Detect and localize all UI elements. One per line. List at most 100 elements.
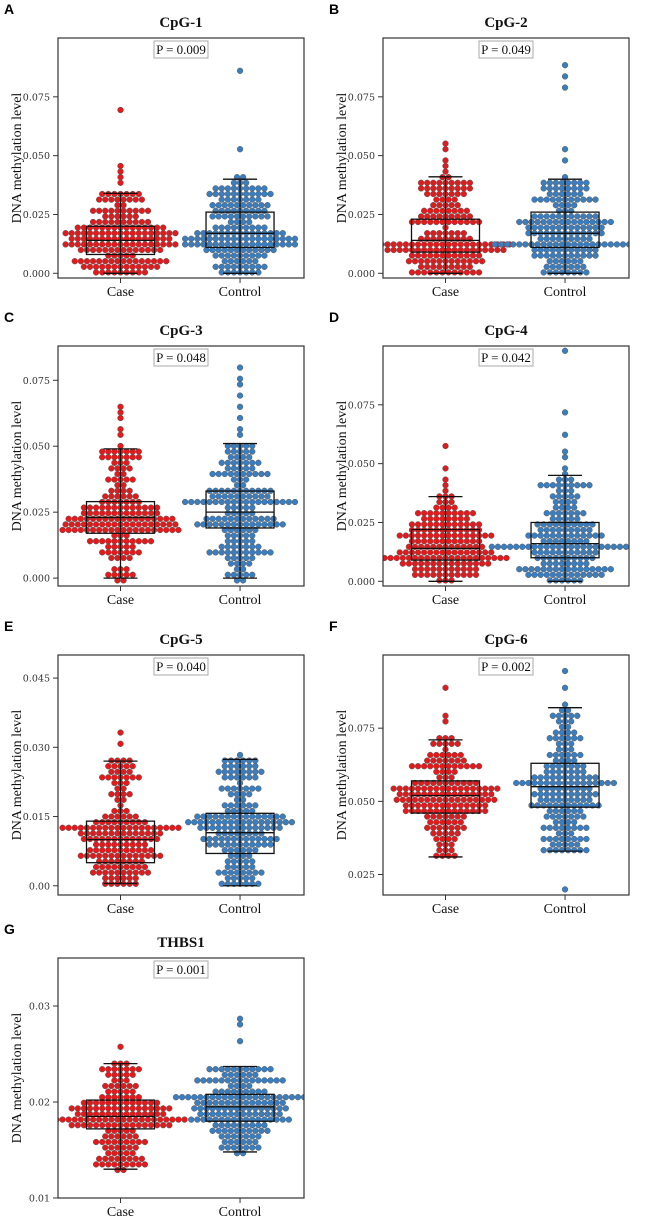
data-point <box>123 1105 130 1112</box>
data-point <box>224 252 231 259</box>
data-point <box>421 549 428 556</box>
data-point <box>120 813 127 820</box>
data-point <box>540 179 547 186</box>
data-point <box>141 847 149 854</box>
data-point <box>546 185 553 192</box>
data-point <box>120 824 127 831</box>
data-point <box>77 830 84 837</box>
p-value-label: P = 0.040 <box>156 659 206 674</box>
data-point <box>463 252 471 259</box>
data-point <box>469 241 477 248</box>
panel-letter: A <box>4 1 14 17</box>
data-point <box>242 269 250 276</box>
data-point <box>571 824 578 831</box>
data-point <box>555 510 563 517</box>
data-point <box>516 218 523 226</box>
data-point <box>469 521 477 528</box>
data-point <box>439 218 446 226</box>
data-point <box>255 1099 262 1106</box>
data-point <box>178 1094 186 1101</box>
data-point <box>430 179 437 186</box>
data-point <box>224 538 231 545</box>
data-point <box>448 554 455 562</box>
data-point <box>439 241 446 248</box>
data-point <box>105 1071 112 1078</box>
data-point <box>421 515 428 522</box>
data-point <box>537 235 544 242</box>
data-point <box>543 813 550 820</box>
data-point <box>279 241 286 248</box>
data-point <box>218 543 225 550</box>
data-point <box>221 819 228 826</box>
data-point <box>212 1099 219 1106</box>
data-point <box>469 791 477 798</box>
data-point <box>126 246 133 254</box>
data-point <box>549 543 556 550</box>
data-point <box>552 241 560 248</box>
data-point <box>80 263 88 270</box>
data-point <box>77 258 84 265</box>
data-point <box>135 241 142 248</box>
data-point <box>126 196 133 203</box>
data-point <box>558 185 566 192</box>
data-point <box>592 549 599 556</box>
data-point <box>252 1138 259 1146</box>
data-point <box>108 526 115 534</box>
data-point <box>567 263 575 270</box>
data-point <box>129 1150 136 1157</box>
data-point <box>141 230 149 237</box>
data-point <box>543 571 550 578</box>
data-point <box>230 465 238 472</box>
data-point <box>233 515 241 522</box>
data-point <box>218 190 225 198</box>
data-point <box>135 1122 142 1129</box>
data-point <box>396 549 403 556</box>
data-point <box>427 751 434 759</box>
data-point <box>285 235 292 242</box>
data-point <box>120 482 127 489</box>
data-point <box>144 218 152 226</box>
data-point <box>249 521 256 528</box>
data-point <box>463 510 471 517</box>
data-point <box>264 1127 271 1134</box>
data-point <box>236 431 244 438</box>
data-point <box>460 179 467 186</box>
data-point <box>249 785 256 792</box>
data-point <box>224 549 231 556</box>
data-point <box>555 740 563 747</box>
data-point <box>421 207 428 214</box>
panel-letter: G <box>4 921 15 937</box>
p-value-label: P = 0.048 <box>156 350 206 365</box>
data-point <box>485 796 492 803</box>
data-point <box>255 196 262 203</box>
data-point <box>454 757 461 764</box>
data-point <box>239 202 247 209</box>
data-point <box>108 875 115 882</box>
data-point <box>129 847 136 854</box>
data-point <box>580 196 587 203</box>
data-point <box>279 813 286 820</box>
data-point <box>129 269 136 276</box>
data-point <box>442 684 449 691</box>
data-point <box>463 218 471 226</box>
data-point <box>141 269 149 276</box>
data-point <box>96 526 103 534</box>
data-point <box>194 1077 201 1084</box>
data-point <box>586 482 593 489</box>
data-point <box>460 230 467 237</box>
data-point <box>218 185 225 192</box>
data-point <box>99 504 106 511</box>
data-point <box>249 1144 256 1151</box>
data-point <box>230 785 238 792</box>
data-point <box>218 252 225 259</box>
box-iqr <box>205 812 275 855</box>
data-point <box>120 875 127 882</box>
data-point <box>105 263 112 270</box>
data-point <box>221 1094 228 1101</box>
data-point <box>218 235 225 242</box>
data-point <box>236 375 244 382</box>
data-point <box>249 841 256 848</box>
data-point <box>460 779 467 787</box>
data-point <box>227 824 235 831</box>
data-point <box>92 1138 100 1146</box>
